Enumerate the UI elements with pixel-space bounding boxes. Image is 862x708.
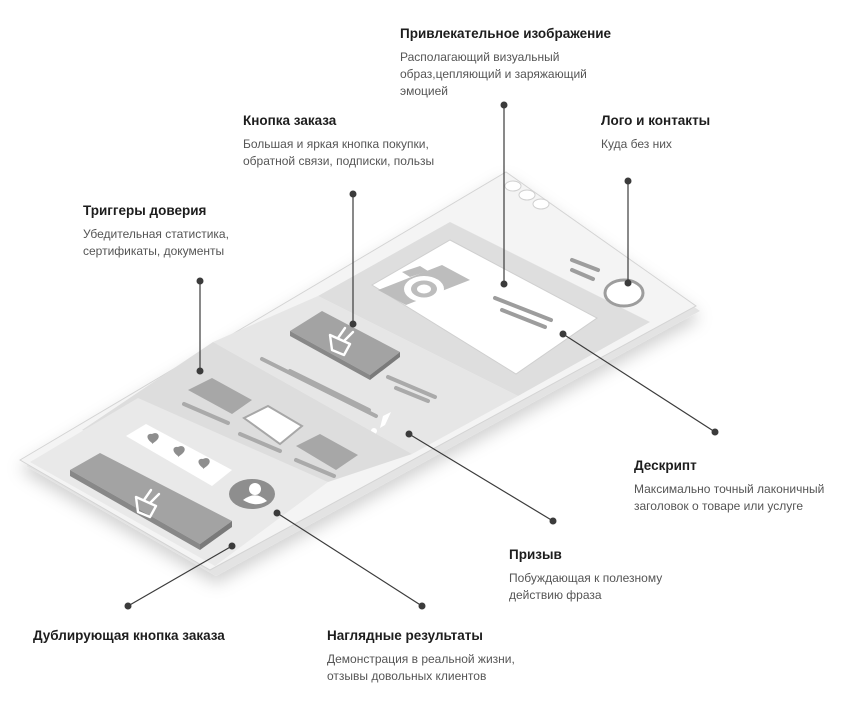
callout-desc-line: Демонстрация в реальной жизни, [327,652,515,666]
callout-lines [127,105,716,607]
callout-desc-line: действию фраза [509,588,602,602]
callout-desc-line: Побуждающая к полезному [509,571,663,585]
trust-card-1 [188,378,252,414]
basket-icon [328,326,355,357]
callout-desc: Большая и яркая кнопка покупки, обратной… [243,136,434,170]
callout-title: Дескрипт [634,458,697,473]
basket-icon-2 [134,488,161,519]
callout-title: Кнопка заказа [243,113,337,128]
callout-desc: Располагающий визуальный образ,цепляющий… [400,49,611,100]
callout-desc: Куда без них [601,136,710,153]
trust-lines [182,402,336,478]
avatar-icon [229,479,275,509]
callout-dots [124,101,719,610]
callout-title: Лого и контакты [601,113,711,128]
browser-dots [504,180,550,210]
callout-order-button: Кнопка заказа Большая и яркая кнопка пок… [243,112,434,170]
callout-desc: Максимально точный лаконичный заголовок … [634,481,824,515]
callout-desc-line: отзывы довольных клиентов [327,669,487,683]
heart-icon [147,433,210,469]
callout-title: Наглядные результаты [327,628,483,643]
header-lines [570,258,600,281]
callout-logo-contacts: Лого и контакты Куда без них [601,112,710,153]
callout-title: Привлекательное изображение [400,26,612,41]
trust-card-3 [296,434,358,470]
callout-desc-line: Располагающий визуальный [400,50,560,64]
callout-desc-line: Убедительная статистика, [83,227,229,241]
callout-call: Призыв Побуждающая к полезному действию … [509,546,662,604]
callout-image: Привлекательное изображение Располагающи… [400,25,611,100]
callout-desc-line: обратной связи, подписки, пользы [243,154,435,168]
call-lines [260,357,437,418]
callout-desc-line: образ,цепляющий и заряжающий [400,67,587,81]
callout-title: Триггеры доверия [83,203,207,218]
callout-desc-line: сертификаты, документы [83,244,225,258]
callout-title: Призыв [509,547,562,562]
callout-desc-line: Большая и яркая кнопка покупки, [243,137,429,151]
callout-trust-triggers: Триггеры доверия Убедительная статистика… [83,202,229,260]
duplicate-order-button[interactable] [70,453,232,550]
callout-desc: Убедительная статистика, сертификаты, до… [83,226,229,260]
callout-descript: Дескрипт Максимально точный лаконичный з… [634,457,824,515]
trust-card-2 [242,404,304,446]
callout-desc-line: Куда без них [601,137,672,151]
callout-title: Дублирующая кнопка заказа [33,628,225,643]
callout-duplicate-order: Дублирующая кнопка заказа [33,627,225,645]
callout-results: Наглядные результаты Демонстрация в реал… [327,627,515,685]
camera-icon [378,265,470,305]
callout-desc-line: эмоцией [400,84,448,98]
descript-lines [493,296,553,329]
callout-desc: Демонстрация в реальной жизни, отзывы до… [327,651,515,685]
results-section [30,398,328,566]
callout-desc: Побуждающая к полезному действию фраза [509,570,662,604]
logo-circle-icon [603,278,645,308]
callout-desc-line: заголовок о товаре или услуге [634,499,804,513]
callout-desc-line: Максимально точный лаконичный [634,482,825,496]
